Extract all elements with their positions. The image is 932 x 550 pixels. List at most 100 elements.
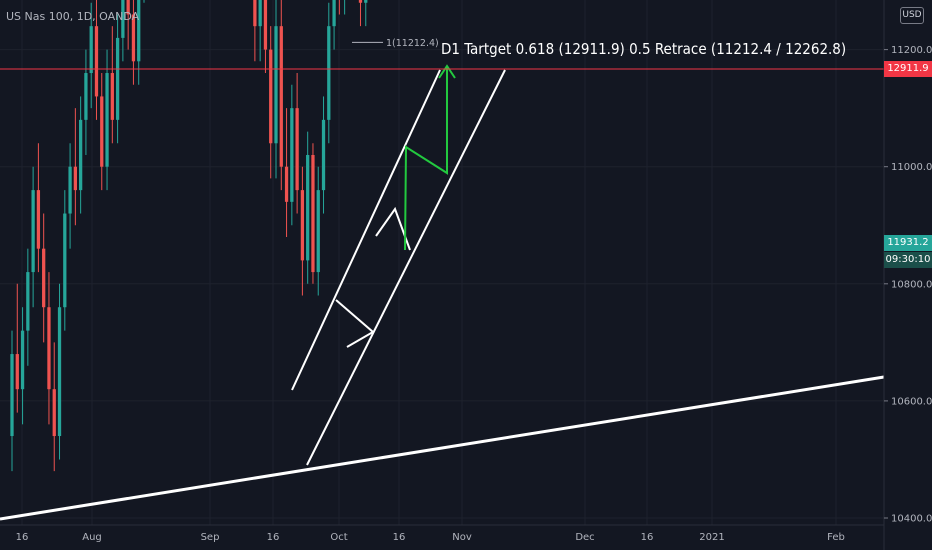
time-tick-label: Sep xyxy=(201,532,220,543)
candle[interactable] xyxy=(115,14,120,144)
channel-upper-line[interactable] xyxy=(291,69,441,391)
candle[interactable] xyxy=(20,307,25,425)
candle[interactable] xyxy=(42,213,46,343)
candle[interactable] xyxy=(36,143,41,273)
candle-body xyxy=(279,26,283,167)
time-tick-label: Aug xyxy=(82,532,102,543)
candle-body xyxy=(79,119,83,191)
candle[interactable] xyxy=(358,0,363,27)
candle-body xyxy=(105,73,109,167)
time-tick-label: Oct xyxy=(330,532,347,543)
candle[interactable] xyxy=(79,96,83,214)
long-term-trendline[interactable] xyxy=(0,375,885,521)
price-axis[interactable]: 10400.010600.010800.011000.011200.011400… xyxy=(883,0,932,550)
candle[interactable] xyxy=(89,2,93,109)
candle[interactable] xyxy=(253,0,257,62)
candle[interactable] xyxy=(73,108,77,226)
candle[interactable] xyxy=(105,49,109,191)
candle-body xyxy=(137,0,141,62)
candle-body xyxy=(52,389,56,437)
candle[interactable] xyxy=(284,108,289,237)
candle-body xyxy=(126,0,130,15)
currency-button[interactable]: USD xyxy=(900,7,924,24)
candle[interactable] xyxy=(52,342,56,472)
countdown-label: 09:30:10 xyxy=(884,252,932,268)
candle[interactable] xyxy=(263,0,268,74)
candle[interactable] xyxy=(321,96,326,214)
candle[interactable] xyxy=(15,283,19,413)
fibonacci-levels: 1(11212.4)0.86(11359.5)0.786(11437.2)0.6… xyxy=(352,38,439,49)
fib-level-label: 1(11212.4) xyxy=(386,38,439,49)
time-tick-label: 16 xyxy=(267,532,280,543)
candlestick-series xyxy=(10,0,368,472)
candle[interactable] xyxy=(269,26,273,179)
candle-body xyxy=(327,26,331,120)
candle-body xyxy=(31,190,35,273)
symbol-title: US Nas 100, 1D, OANDA xyxy=(6,10,140,23)
candle[interactable] xyxy=(258,0,262,62)
candle-body xyxy=(20,330,25,390)
candle[interactable] xyxy=(26,248,30,366)
price-tick-label: 10800.0 xyxy=(891,279,932,290)
candle-body xyxy=(311,154,315,273)
candle[interactable] xyxy=(126,0,130,50)
time-tick-label: 16 xyxy=(641,532,654,543)
candle[interactable] xyxy=(47,272,51,425)
candle-body xyxy=(316,190,320,273)
candle-body xyxy=(332,0,336,27)
candle[interactable] xyxy=(57,283,62,460)
candle[interactable] xyxy=(332,0,336,50)
candle[interactable] xyxy=(306,131,310,284)
candle-body xyxy=(115,37,120,120)
price-tick-label: 11000.0 xyxy=(891,162,932,173)
fib-level[interactable]: 1(11212.4) xyxy=(352,38,439,49)
candle-body xyxy=(10,354,14,437)
price-tick-label: 10600.0 xyxy=(891,396,932,407)
candle[interactable] xyxy=(142,0,145,3)
candle[interactable] xyxy=(327,2,331,144)
projection-path[interactable] xyxy=(404,67,448,251)
candle[interactable] xyxy=(84,49,88,155)
candle[interactable] xyxy=(316,166,320,296)
candle-body xyxy=(15,354,19,390)
candle-body xyxy=(284,166,289,202)
projection-arrowhead xyxy=(438,64,456,79)
candle-body xyxy=(42,248,46,308)
candle[interactable] xyxy=(63,190,67,331)
candle-body xyxy=(321,119,326,191)
time-tick-label: 16 xyxy=(16,532,29,543)
candle[interactable] xyxy=(31,166,35,308)
candle[interactable] xyxy=(300,166,305,296)
candle[interactable] xyxy=(338,0,341,15)
candle[interactable] xyxy=(68,143,72,249)
candle[interactable] xyxy=(290,84,294,226)
time-tick-label: Nov xyxy=(452,532,472,543)
candle-body xyxy=(358,0,363,3)
candle[interactable] xyxy=(10,330,14,472)
candle[interactable] xyxy=(311,143,315,284)
candle[interactable] xyxy=(94,0,99,120)
candle-body xyxy=(26,272,30,331)
time-tick-label: Dec xyxy=(575,532,594,543)
candle-body xyxy=(63,213,67,308)
chart-grid xyxy=(0,0,884,525)
candle[interactable] xyxy=(121,0,125,62)
candle[interactable] xyxy=(274,0,278,179)
time-axis[interactable]: 16 Aug Sep 16 Oct 16 Nov Dec 16 2021 Feb xyxy=(0,524,884,543)
candle[interactable] xyxy=(137,0,141,85)
candle[interactable] xyxy=(100,73,104,191)
candle-body xyxy=(73,166,77,191)
channel-lower-line[interactable] xyxy=(306,69,506,466)
candle-body xyxy=(110,73,114,120)
candle[interactable] xyxy=(110,26,114,144)
candle-body xyxy=(258,0,262,27)
candle[interactable] xyxy=(131,0,136,85)
candle-body xyxy=(84,73,88,120)
candle[interactable] xyxy=(343,0,346,15)
candle[interactable] xyxy=(279,0,283,191)
time-tick-label: 2021 xyxy=(699,532,724,543)
candle[interactable] xyxy=(295,73,299,214)
flag-pattern-lower[interactable] xyxy=(335,299,375,348)
candle[interactable] xyxy=(364,0,368,27)
